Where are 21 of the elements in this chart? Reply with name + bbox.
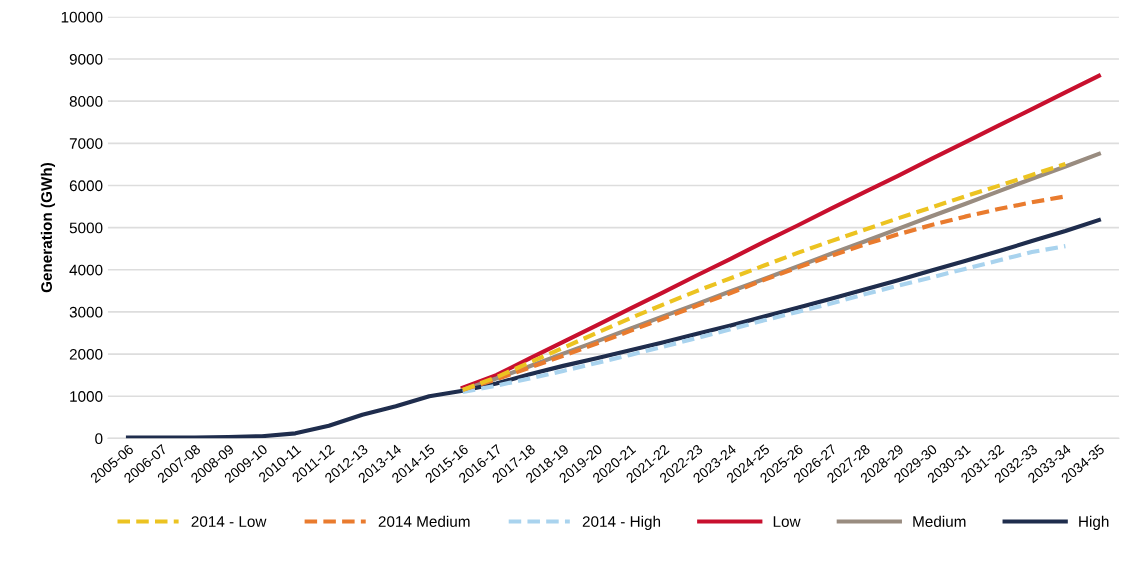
y-tick-label: 0: [95, 433, 103, 445]
y-tick-label: 8000: [69, 96, 103, 107]
y-tick-label: 5000: [69, 222, 103, 234]
y-tick-label: 3000: [69, 306, 103, 318]
line-series: [460, 244, 1068, 395]
y-tick-label: 10000: [61, 11, 103, 23]
line-series: [125, 217, 1101, 439]
legend-label: Low: [773, 516, 801, 527]
legend-label: 2014 - Low: [191, 516, 267, 527]
y-tick-label: 6000: [69, 180, 103, 192]
line-series: [460, 73, 1101, 390]
y-tick-label: 9000: [69, 53, 103, 65]
y-tick-label: 4000: [69, 264, 103, 276]
legend-label: 2014 - High: [582, 515, 661, 530]
y-tick-label: 1000: [70, 391, 103, 402]
legend-label: Medium: [913, 515, 966, 527]
legend-label: 2014 Medium: [378, 515, 470, 527]
y-tick-label: 2000: [69, 348, 103, 360]
y-tick-label: 7000: [69, 138, 103, 149]
y-axis-title: Generation (GWh): [40, 163, 56, 293]
legend-label: High: [1079, 515, 1109, 530]
